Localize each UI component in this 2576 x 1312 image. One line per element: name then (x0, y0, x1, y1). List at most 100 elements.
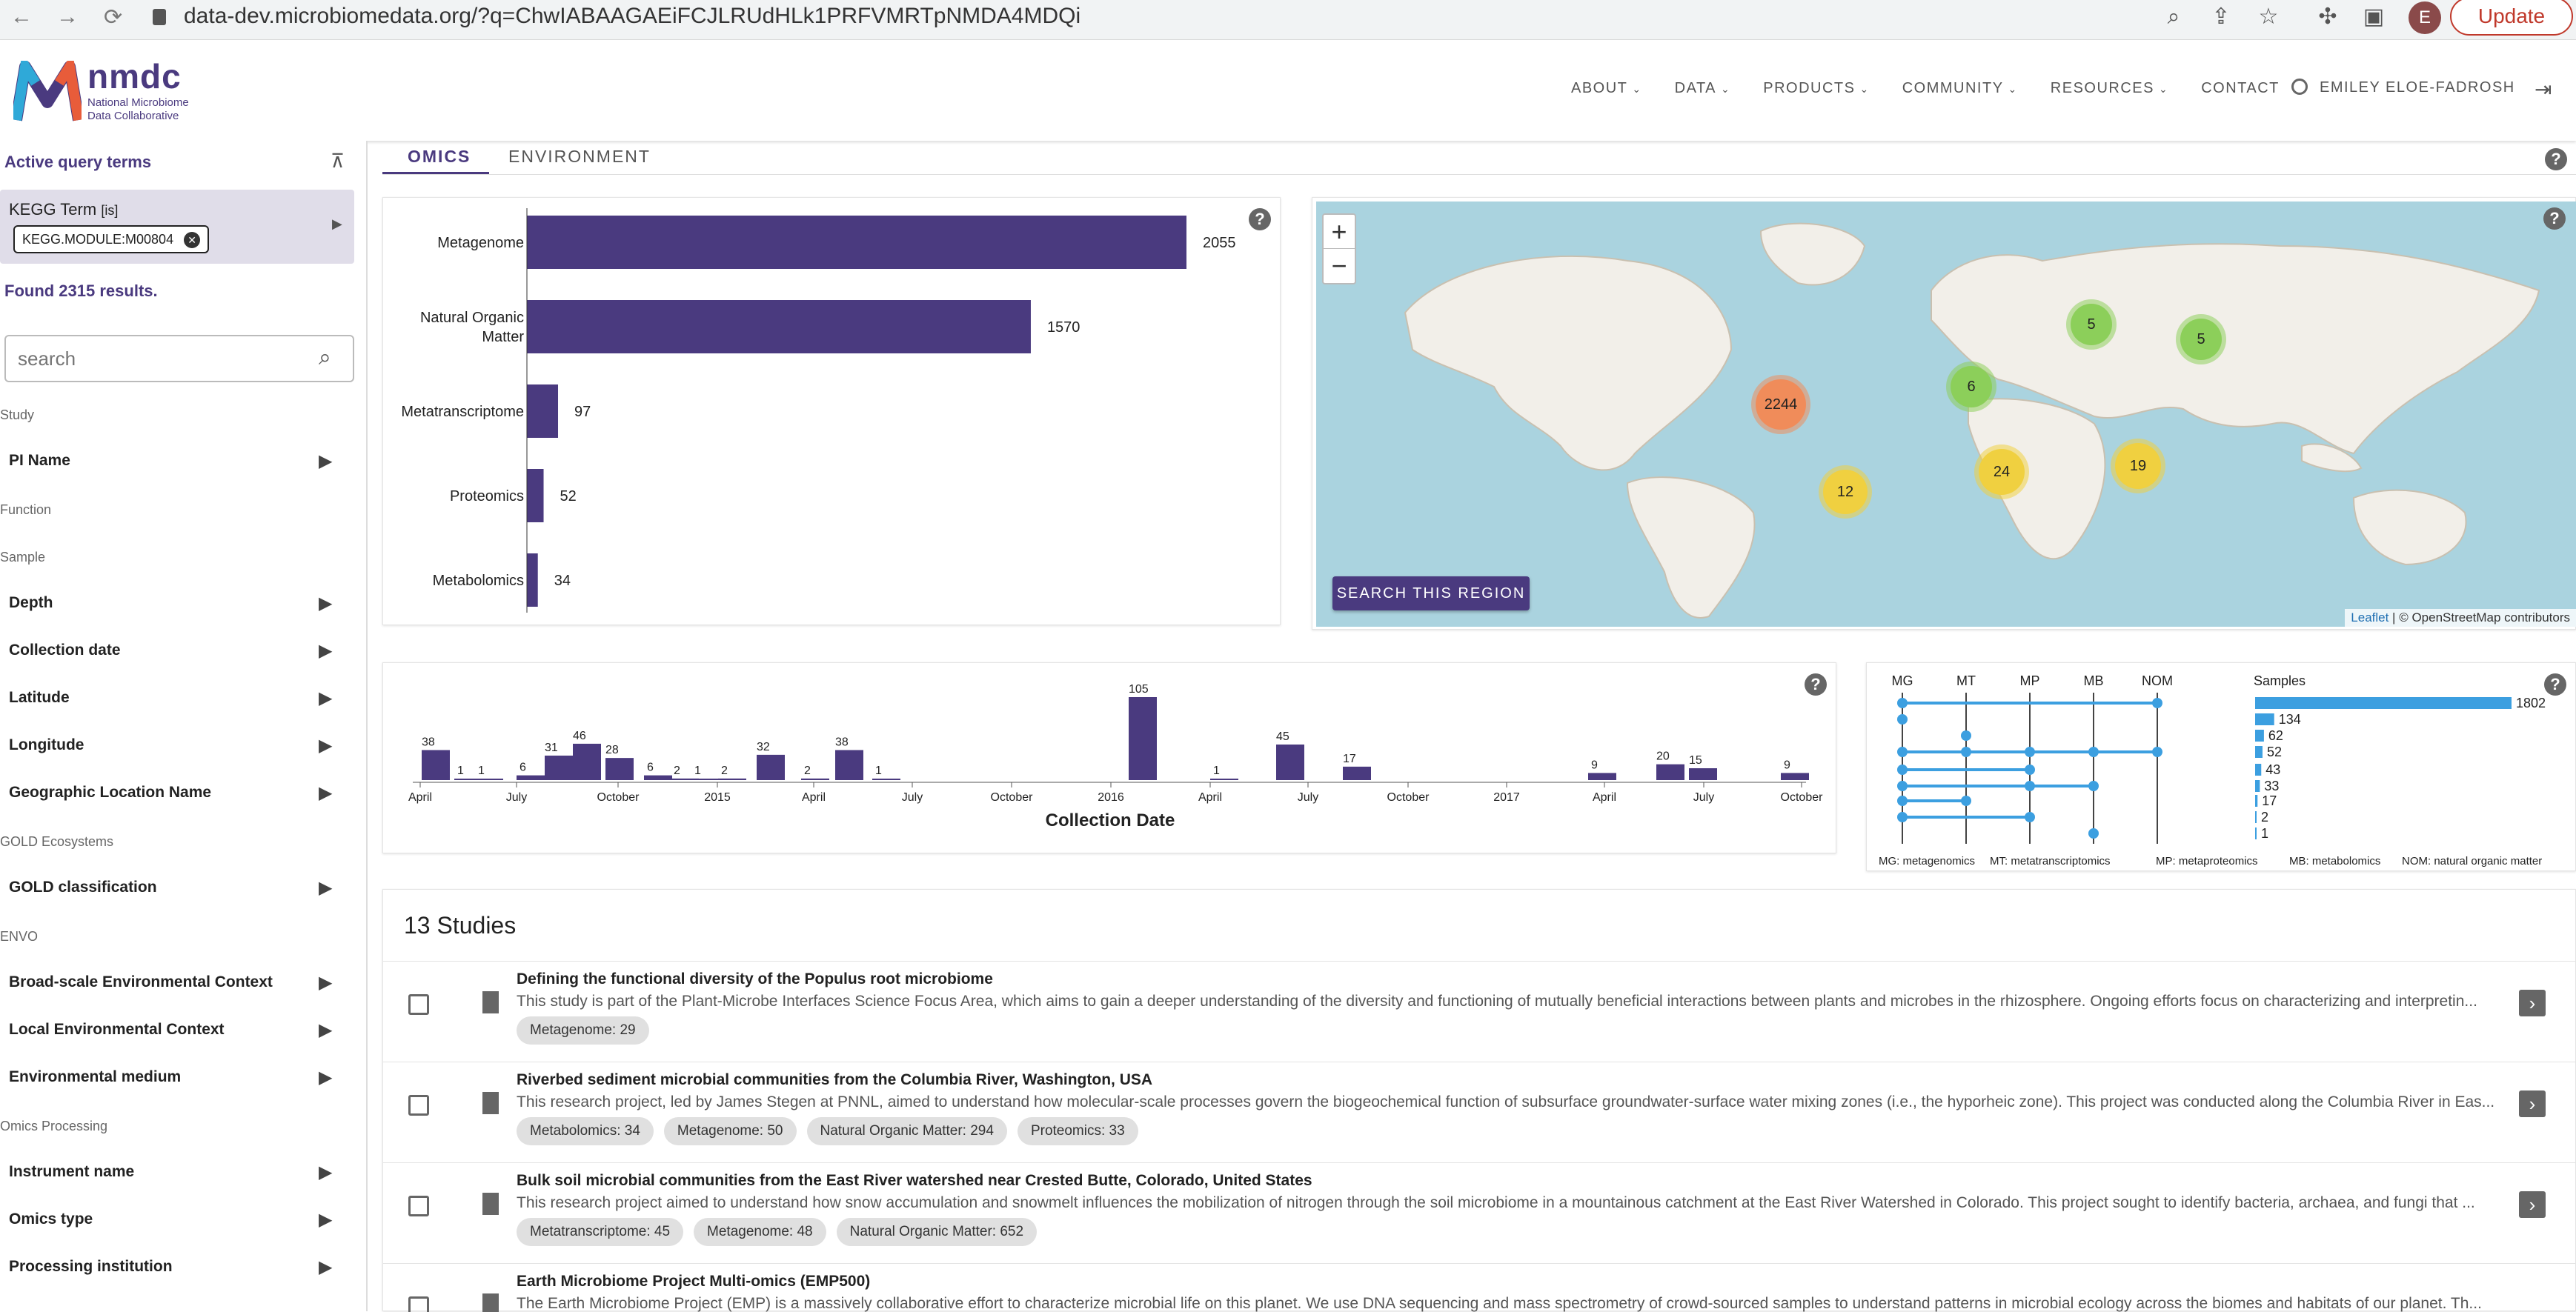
omics-count-chip[interactable]: Proteomics: 33 (1017, 1117, 1138, 1145)
study-title[interactable]: Bulk soil microbial communities from the… (517, 1172, 1312, 1189)
nmdc-logo-icon[interactable] (13, 61, 82, 123)
open-study-icon[interactable]: › (2519, 1191, 2546, 1218)
omics-count-chip[interactable]: Metagenome: 48 (694, 1218, 826, 1246)
study-bookmark-icon[interactable] (482, 1293, 499, 1312)
extensions-icon[interactable]: ✣ (2318, 4, 2337, 29)
omics-count-chip[interactable]: Metagenome: 29 (517, 1016, 649, 1045)
facet-broad-scale-context[interactable]: Broad-scale Environmental Context (9, 973, 273, 990)
study-bookmark-icon[interactable] (482, 1193, 499, 1215)
help-icon[interactable]: ? (1249, 208, 1271, 230)
browser-update-button[interactable]: Update (2450, 0, 2573, 36)
omics-count-chip[interactable]: Metabolomics: 34 (517, 1117, 654, 1145)
help-icon[interactable]: ? (2545, 148, 2567, 170)
nav-data[interactable]: DATA ⌄ (1674, 80, 1731, 96)
expand-arrow-icon[interactable]: ▶ (319, 593, 333, 613)
study-bookmark-icon[interactable] (482, 991, 499, 1013)
tab-environment[interactable]: ENVIRONMENT (508, 147, 651, 166)
clear-filter-icon[interactable]: ⊼ (331, 150, 345, 172)
help-icon[interactable]: ? (1805, 673, 1827, 696)
facet-latitude[interactable]: Latitude (9, 689, 70, 706)
facet-depth[interactable]: Depth (9, 594, 53, 611)
bookmark-star-icon[interactable]: ☆ (2258, 4, 2279, 29)
forward-icon[interactable]: → (56, 4, 79, 29)
open-study-icon[interactable]: › (2519, 990, 2546, 1016)
facet-geographic-location[interactable]: Geographic Location Name (9, 784, 212, 801)
study-checkbox[interactable] (408, 1095, 429, 1116)
study-title[interactable]: Defining the functional diversity of the… (517, 970, 993, 988)
map-cluster-marker[interactable]: 2244 (1756, 379, 1806, 430)
expand-arrow-icon[interactable]: ▶ (319, 1257, 333, 1277)
expand-term-icon[interactable]: ▶ (332, 216, 342, 231)
map-cluster-marker[interactable]: 5 (2180, 319, 2222, 360)
study-title[interactable]: Earth Microbiome Project Multi-omics (EM… (517, 1273, 871, 1290)
search-this-region-button[interactable]: SEARCH THIS REGION (1332, 576, 1530, 610)
expand-arrow-icon[interactable]: ▶ (319, 1210, 333, 1230)
zoom-icon[interactable]: ⌕ (2167, 4, 2180, 29)
expand-arrow-icon[interactable]: ▶ (319, 1068, 333, 1088)
expand-arrow-icon[interactable]: ▶ (319, 973, 333, 993)
nav-products[interactable]: PRODUCTS ⌄ (1763, 80, 1870, 96)
logo-text[interactable]: nmdc National Microbiome Data Collaborat… (87, 56, 189, 123)
omics-count-chip[interactable]: Metagenome: 50 (663, 1117, 797, 1145)
browser-profile-avatar[interactable]: E (2409, 1, 2441, 34)
nav-contact[interactable]: CONTACT (2201, 80, 2280, 96)
map-cluster-marker[interactable]: 12 (1823, 470, 1868, 514)
back-icon[interactable]: ← (10, 4, 33, 29)
open-study-icon[interactable]: › (2519, 1090, 2546, 1117)
nav-community[interactable]: COMMUNITY ⌄ (1902, 80, 2018, 96)
omics-bar-chart[interactable]: 2055 Metagenome 1570 Natural Organic Matter 9… (383, 198, 1281, 626)
facet-environmental-medium[interactable]: Environmental medium (9, 1068, 182, 1085)
facet-local-context[interactable]: Local Environmental Context (9, 1021, 225, 1038)
expand-arrow-icon[interactable]: ▶ (319, 688, 333, 708)
kegg-value-chip[interactable]: KEGG.MODULE:M00804 ✕ (13, 225, 210, 253)
leaflet-link[interactable]: Leaflet (2351, 610, 2389, 625)
study-checkbox[interactable] (408, 994, 429, 1015)
zoom-out-button[interactable]: − (1331, 250, 1347, 281)
expand-arrow-icon[interactable]: ▶ (319, 1162, 333, 1182)
facet-collection-date[interactable]: Collection date (9, 642, 121, 659)
map-cluster-marker[interactable]: 5 (2071, 304, 2112, 345)
expand-arrow-icon[interactable]: ▶ (319, 878, 333, 898)
nav-about[interactable]: ABOUT ⌄ (1571, 80, 1642, 96)
expand-arrow-icon[interactable]: ▶ (319, 641, 333, 661)
reload-icon[interactable]: ⟳ (104, 5, 123, 30)
search-icon[interactable]: ⌕ (319, 345, 331, 370)
help-icon[interactable]: ? (2543, 207, 2566, 230)
study-checkbox[interactable] (408, 1196, 429, 1216)
map[interactable]: + − 2244 6 5 5 12 24 19 SEARCH THIS REGI… (1316, 202, 2576, 627)
expand-arrow-icon[interactable]: ▶ (319, 451, 333, 471)
share-icon[interactable]: ⇪ (2211, 4, 2231, 29)
expand-arrow-icon[interactable]: ▶ (319, 1020, 333, 1040)
search-input[interactable] (18, 345, 299, 372)
facet-processing-institution[interactable]: Processing institution (9, 1258, 173, 1275)
zoom-in-button[interactable]: + (1324, 215, 1355, 249)
omics-count-chip[interactable]: Natural Organic Matter: 294 (806, 1117, 1007, 1145)
logout-icon[interactable]: ⇥ (2534, 78, 2552, 101)
sidepanel-icon[interactable]: ▣ (2363, 4, 2385, 29)
omics-count-chip[interactable]: Metatranscriptome: 45 (517, 1218, 684, 1246)
facet-instrument-name[interactable]: Instrument name (9, 1163, 135, 1180)
facet-omics-type[interactable]: Omics type (9, 1211, 93, 1228)
tab-omics[interactable]: OMICS (408, 147, 471, 166)
facet-pi-name[interactable]: PI Name (9, 452, 70, 469)
study-bookmark-icon[interactable] (482, 1092, 499, 1114)
user-menu[interactable]: EMILEY ELOE-FADROSH (2291, 79, 2515, 96)
facet-longitude[interactable]: Longitude (9, 736, 84, 753)
study-row[interactable]: Riverbed sediment microbial communities … (383, 1062, 2576, 1162)
remove-chip-icon[interactable]: ✕ (184, 232, 201, 248)
omics-count-chip[interactable]: Natural Organic Matter: 652 (836, 1218, 1038, 1246)
study-row[interactable]: Earth Microbiome Project Multi-omics (EM… (383, 1263, 2576, 1312)
expand-arrow-icon[interactable]: ▶ (319, 783, 333, 803)
expand-arrow-icon[interactable]: ▶ (319, 736, 333, 756)
nav-resources[interactable]: RESOURCES ⌄ (2050, 80, 2169, 96)
study-row[interactable]: Defining the functional diversity of the… (383, 961, 2576, 1062)
map-cluster-marker[interactable]: 19 (2115, 443, 2161, 489)
help-icon[interactable]: ? (2544, 673, 2566, 696)
map-cluster-marker[interactable]: 6 (1951, 366, 1992, 407)
facet-gold-classification[interactable]: GOLD classification (9, 879, 157, 896)
address-bar[interactable]: data-dev.microbiomedata.org/?q=ChwIABAAG… (153, 0, 1080, 33)
study-checkbox[interactable] (408, 1296, 429, 1312)
map-cluster-marker[interactable]: 24 (1979, 449, 2025, 495)
